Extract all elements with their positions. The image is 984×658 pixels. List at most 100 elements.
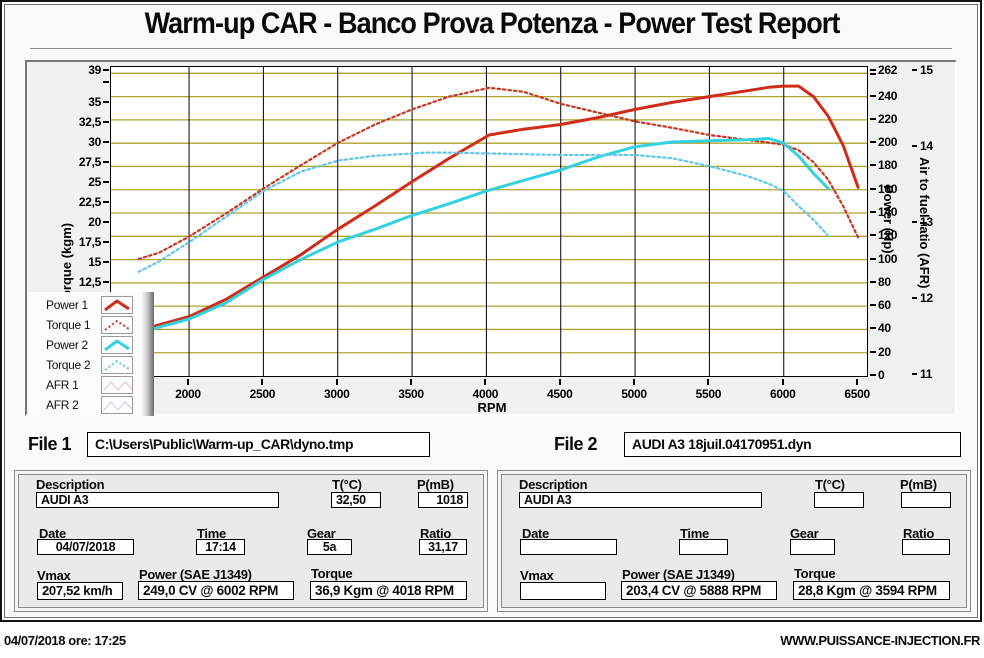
axis-tick (103, 141, 109, 143)
time-label: Time (680, 526, 709, 541)
chart-legend: Power 1 Torque 1 Power 2 Torque 2 AFR 1 AFR 2 (28, 292, 154, 416)
axis-tick (335, 379, 338, 385)
ratio-field[interactable]: 31,17 (419, 539, 467, 555)
power-tick-label: 80 (878, 274, 891, 289)
power-tick-label: 262 (878, 63, 898, 77)
afr-tick-label: 11 (920, 367, 933, 381)
power-sae-field[interactable]: 249,0 CV @ 6002 RPM (138, 581, 294, 600)
rpm-tick-label: 6500 (844, 387, 870, 401)
power-tick-label: 160 (878, 181, 898, 196)
plot-area (110, 66, 868, 377)
legend-line-sample (101, 376, 133, 394)
date-label: Date (522, 526, 549, 541)
time-field[interactable] (679, 539, 728, 555)
torque-field[interactable]: 36,9 Kgm @ 4018 RPM (310, 581, 467, 600)
axis-tick (870, 69, 876, 71)
power-sae-field[interactable]: 203,4 CV @ 5888 RPM (621, 581, 777, 600)
legend-item-label: AFR 1 (46, 378, 79, 392)
torque-label: Torque (311, 566, 353, 581)
power-tick-label: 120 (878, 228, 898, 243)
axis-tick (870, 257, 876, 260)
rpm-tick-label: 5000 (621, 387, 647, 401)
rpm-tick-label: 4000 (472, 387, 499, 401)
date-field[interactable] (520, 539, 617, 555)
axis-tick (870, 350, 876, 353)
file1-path-field[interactable]: C:\Users\Public\Warm-up_CAR\dyno.tmp (87, 432, 430, 457)
description-field[interactable]: AUDI A3 (36, 492, 279, 508)
axis-tick (856, 379, 859, 385)
power-tick-label: 60 (878, 298, 891, 313)
temperature-field[interactable]: 32,50 (331, 492, 381, 508)
power-sae-label: Power (SAE J1349) (622, 567, 735, 582)
legend-shadow (141, 292, 154, 416)
legend-line-sample (101, 316, 133, 334)
file1-info-panel: Description AUDI A3 T(°C) 32,50 P(mB) 10… (14, 470, 488, 612)
axis-tick (103, 161, 109, 163)
date-label: Date (39, 526, 66, 541)
torque-field[interactable]: 28,8 Kgm @ 3594 RPM (793, 581, 950, 600)
page-title: Warm-up CAR - Banco Prova Potenza - Powe… (144, 7, 841, 40)
axis-tick (870, 117, 876, 120)
time-field[interactable]: 17:14 (196, 539, 245, 555)
torque-label: Torque (794, 566, 836, 581)
axis-tick (103, 221, 109, 223)
legend-item[interactable]: Power 2 (28, 335, 141, 355)
axis-tick (912, 221, 917, 223)
axis-tick (103, 81, 109, 83)
pressure-label: P(mB) (417, 477, 454, 492)
axis-tick (410, 379, 413, 385)
vmax-field[interactable] (520, 582, 606, 600)
axis-tick (103, 281, 109, 283)
gear-field[interactable]: 5a (307, 539, 352, 555)
legend-item-label: Power 2 (46, 338, 88, 352)
legend-body: Power 1 Torque 1 Power 2 Torque 2 AFR 1 AFR 2 (28, 292, 141, 416)
ratio-label: Ratio (903, 526, 935, 541)
axis-tick (912, 145, 917, 147)
torque-tick-label: 30 (88, 135, 101, 149)
legend-line-sample (101, 356, 133, 374)
afr-tick-label: 15 (920, 63, 933, 77)
afr-tick-label: 14 (920, 139, 933, 153)
torque-tick-label: 27,5 (78, 155, 101, 169)
rpm-axis-title: RPM (477, 400, 507, 415)
rpm-tick-label: 3000 (323, 387, 350, 401)
ratio-field[interactable] (902, 539, 950, 555)
legend-item[interactable]: AFR 1 (28, 375, 141, 395)
dyno-chart: Torque (kgm) Power (Hp) Air to fuel rati… (25, 60, 957, 416)
temperature-field[interactable] (814, 492, 864, 508)
torque-tick-label: 20 (88, 215, 101, 229)
axis-tick (484, 379, 487, 385)
file2-path-field[interactable]: AUDI A3 18juil.04170951.dyn (624, 432, 961, 457)
temperature-label: T(°C) (332, 477, 362, 492)
date-field[interactable]: 04/07/2018 (37, 539, 134, 555)
axis-tick (912, 297, 917, 299)
axis-tick (870, 280, 876, 283)
gear-field[interactable] (790, 539, 835, 555)
axis-tick (558, 379, 561, 385)
axis-tick (707, 379, 710, 385)
power-tick-label: 220 (878, 111, 898, 126)
power-tick-label: 240 (878, 88, 898, 103)
legend-item[interactable]: Torque 2 (28, 355, 141, 375)
gear-label: Gear (307, 526, 336, 541)
axis-tick (103, 69, 109, 71)
legend-item[interactable]: AFR 2 (28, 395, 141, 415)
description-label: Description (36, 477, 105, 492)
axis-tick (870, 327, 876, 330)
legend-item[interactable]: Torque 1 (28, 315, 141, 335)
torque-tick-label: 22,5 (78, 195, 101, 209)
vmax-field[interactable]: 207,52 km/h (37, 582, 123, 600)
torque-tick-label: 25 (88, 175, 101, 189)
axis-tick (870, 141, 876, 144)
torque-tick-label: 32,5 (78, 115, 101, 129)
power-tick-label: 180 (878, 158, 898, 173)
pressure-field[interactable]: 1018 (418, 492, 468, 508)
description-field[interactable]: AUDI A3 (519, 492, 762, 508)
rpm-tick-label: 2500 (249, 387, 276, 401)
axis-tick (870, 187, 876, 190)
legend-item[interactable]: Power 1 (28, 295, 141, 315)
afr-tick-label: 13 (920, 215, 933, 229)
axis-tick (870, 374, 876, 376)
rpm-tick-label: 4500 (546, 387, 573, 401)
pressure-field[interactable] (901, 492, 951, 508)
